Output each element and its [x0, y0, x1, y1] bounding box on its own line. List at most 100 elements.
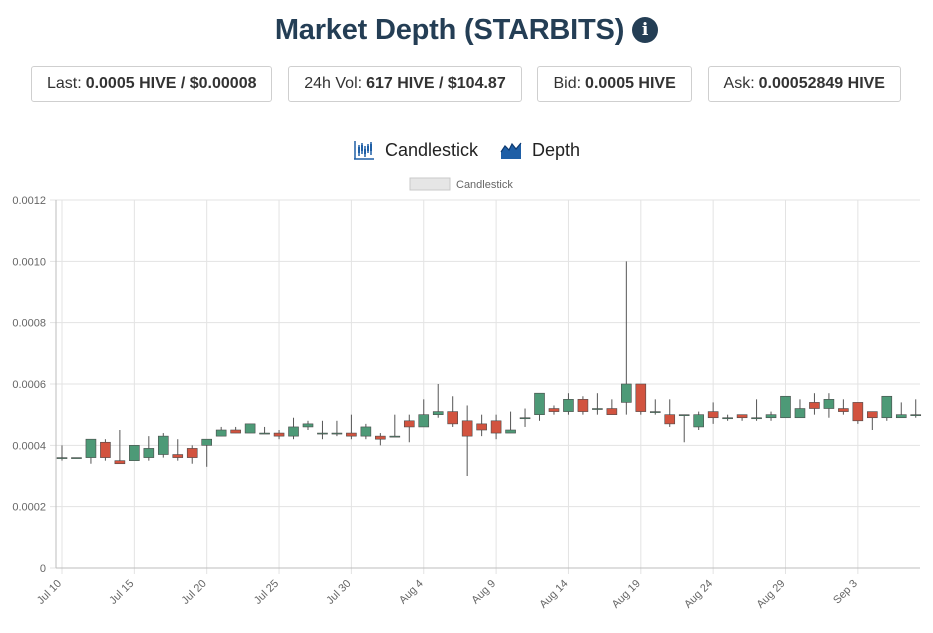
candle-body	[71, 457, 82, 459]
x-tick-label: Aug 29	[754, 578, 787, 611]
candle-body	[461, 420, 473, 437]
candle-body	[244, 423, 256, 434]
candle-body	[751, 417, 762, 420]
candle-body	[215, 429, 227, 437]
candle-body	[678, 414, 690, 416]
legend-label: Candlestick	[456, 179, 513, 191]
candle-body	[505, 429, 516, 434]
candle-body	[259, 432, 270, 435]
candle-body	[143, 448, 155, 458]
candle-body	[273, 432, 285, 437]
ask-box: Ask: 0.00052849 HIVE	[707, 66, 901, 102]
candle-body	[794, 408, 806, 419]
candle-body	[490, 420, 502, 434]
legend-swatch	[409, 177, 451, 191]
y-tick-label: 0.0006	[12, 379, 46, 391]
x-tick-label: Aug 4	[397, 578, 426, 607]
y-tick-label: 0.0002	[12, 502, 46, 514]
candle-body	[201, 438, 212, 446]
candle-body	[114, 460, 126, 465]
page-title: Market Depth (STARBITS)	[274, 13, 625, 46]
candle-body	[172, 454, 184, 458]
candle-body	[389, 435, 401, 438]
bid-box: Bid: 0.0005 HIVE	[537, 66, 692, 102]
candle-body	[447, 411, 458, 425]
depth-chart-icon	[500, 142, 522, 159]
x-tick-label: Jul 30	[324, 578, 353, 607]
candle-body	[838, 408, 849, 412]
stat-label: 24h Vol:	[304, 75, 363, 92]
x-tick-label: Jul 15	[107, 578, 136, 607]
y-tick-label: 0.0012	[12, 195, 46, 207]
stat-value: 617 HIVE / $104.87	[366, 75, 506, 92]
chart-tabs: Candlestick Depth	[0, 136, 933, 164]
x-tick-label: Jul 20	[180, 578, 209, 607]
x-tick-label: Aug 19	[610, 578, 643, 611]
candle-body	[85, 438, 97, 458]
candle-body	[707, 411, 719, 419]
candle-body	[736, 414, 748, 419]
candle-body	[56, 457, 68, 459]
x-tick-label: Jul 25	[252, 578, 281, 607]
tab-candlestick[interactable]: Candlestick	[353, 140, 478, 161]
y-tick-label: 0.0008	[12, 318, 46, 330]
tab-label: Candlestick	[384, 139, 478, 160]
candle-body	[157, 435, 169, 455]
candle-body	[809, 402, 820, 409]
candle-body	[534, 392, 545, 415]
candle-body	[867, 411, 878, 419]
candle-body	[722, 417, 733, 420]
stat-label: Last:	[47, 75, 82, 92]
candle-body	[331, 432, 343, 435]
stat-label: Bid:	[553, 75, 582, 92]
candlestick-chart: 0 0.0002 0.0004 0.0006 0.0008 0.0010 0.0012 Jul…	[12, 177, 922, 611]
candle-body	[360, 426, 372, 437]
candle-body	[519, 417, 531, 420]
stat-value: 0.0005 HIVE	[585, 75, 676, 92]
candle-body	[649, 411, 661, 413]
candle-body	[693, 414, 704, 428]
tab-depth[interactable]: Depth	[500, 140, 580, 161]
candle-body	[288, 426, 299, 437]
last-price-box: Last: 0.0005 HIVE / $0.00008	[31, 66, 273, 102]
candle-body	[317, 432, 328, 435]
candle-body	[881, 395, 893, 419]
candles	[56, 261, 922, 476]
candle-body	[563, 399, 574, 412]
candle-body	[621, 383, 632, 403]
title-row: Market Depth (STARBITS) i	[0, 10, 933, 50]
candle-body	[895, 414, 907, 419]
candle-body	[100, 441, 111, 458]
candle-body	[230, 429, 241, 434]
candle-body	[302, 423, 314, 428]
x-tick-label: Sep 3	[831, 578, 860, 607]
x-tick-label: Jul 10	[35, 578, 64, 607]
candle-body	[129, 445, 140, 461]
chart-legend: Candlestick	[409, 177, 513, 191]
candle-body	[577, 399, 589, 412]
candle-body	[548, 408, 560, 412]
candle-body	[664, 414, 676, 425]
candle-body	[780, 395, 791, 419]
x-tick-label: Aug 14	[537, 578, 570, 611]
candle-body	[823, 399, 835, 409]
candle-body	[852, 402, 864, 422]
info-circle-icon[interactable]: i	[632, 17, 659, 43]
candle-body	[375, 435, 386, 440]
candle-body	[606, 408, 618, 415]
volume-box: 24h Vol: 617 HIVE / $104.87	[288, 66, 522, 102]
candle-body	[186, 448, 198, 458]
candle-body	[910, 414, 922, 416]
tab-label: Depth	[532, 139, 581, 160]
candle-body	[476, 423, 487, 431]
y-tick-label: 0.0010	[12, 256, 46, 268]
stat-value: 0.00052849 HIVE	[758, 75, 885, 92]
candle-body	[592, 408, 603, 410]
x-tick-label: Aug 9	[469, 578, 498, 607]
stat-label: Ask:	[723, 75, 755, 92]
candle-body	[765, 414, 777, 419]
market-stats: Last: 0.0005 HIVE / $0.00008 24h Vol: 61…	[31, 66, 901, 102]
candle-body	[418, 414, 430, 428]
candlestick-icon	[353, 141, 374, 160]
candle-body	[432, 411, 444, 415]
